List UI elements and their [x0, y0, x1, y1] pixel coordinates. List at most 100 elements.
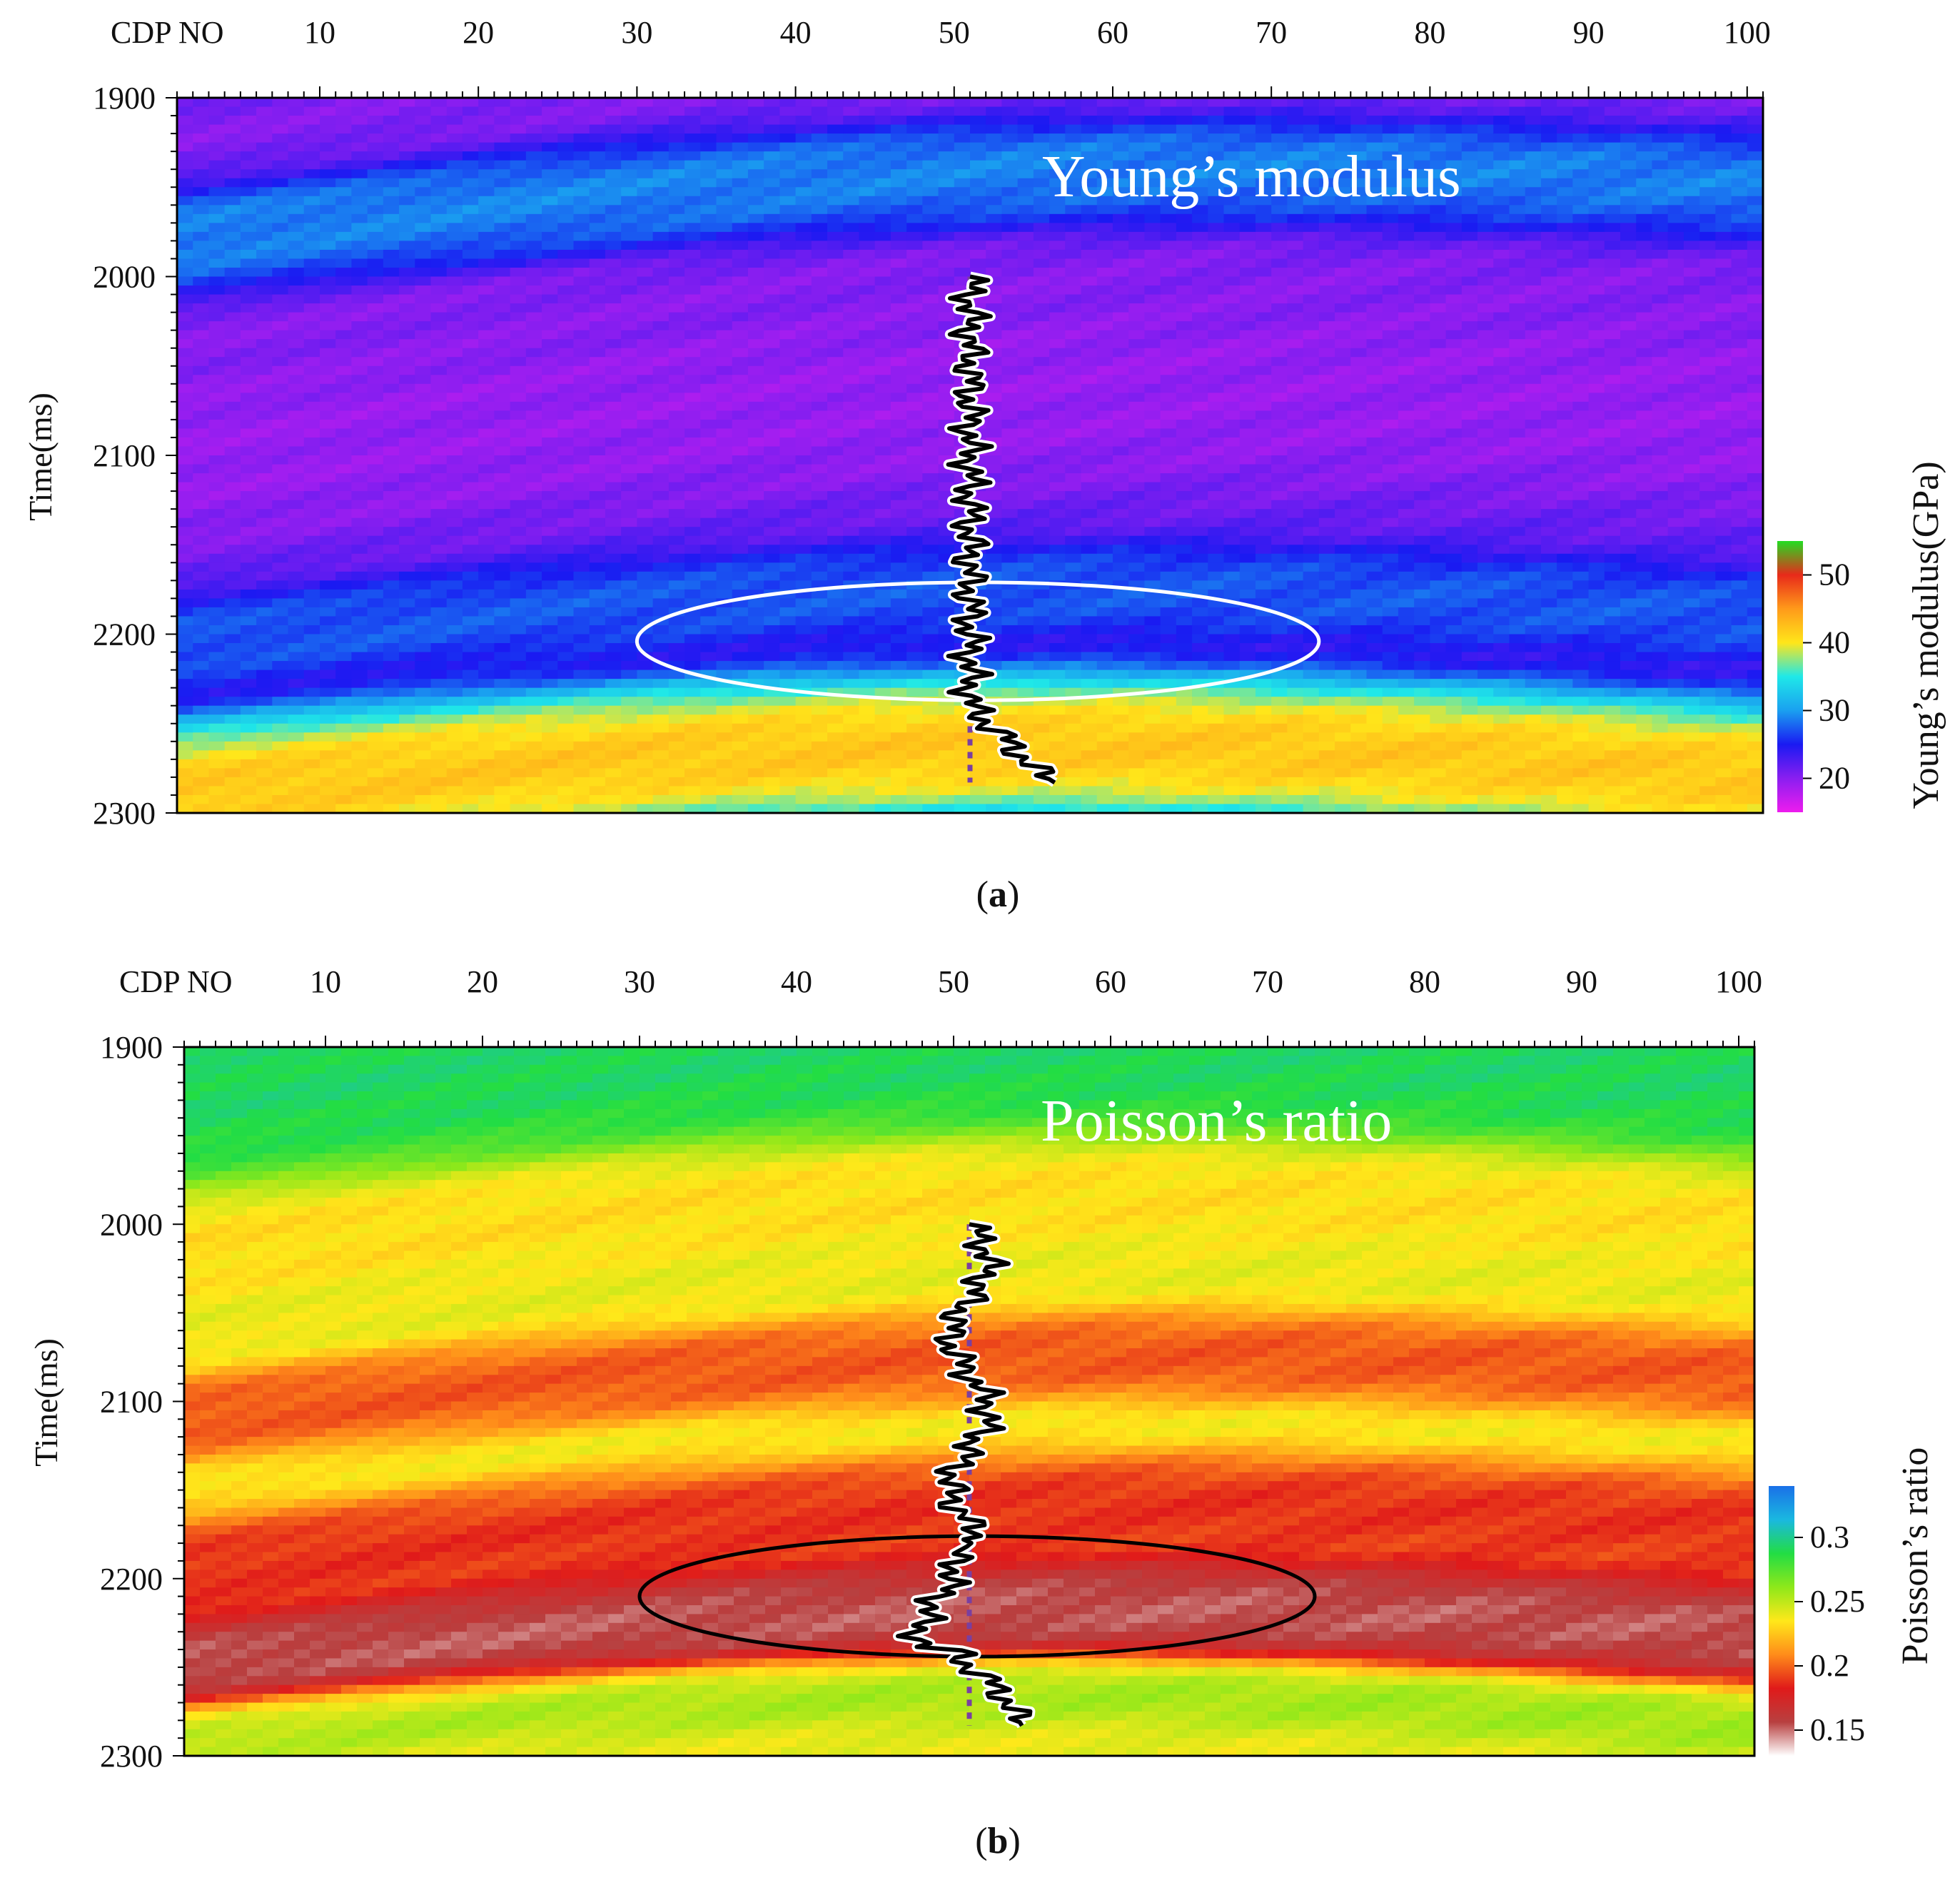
- heatmap-cell: [747, 294, 764, 304]
- heatmap-cell: [510, 365, 527, 375]
- heatmap-cell: [890, 365, 907, 375]
- heatmap-cell: [351, 723, 368, 733]
- heatmap-cell: [303, 303, 320, 313]
- heatmap-cell: [764, 714, 780, 724]
- heatmap-cell: [462, 589, 479, 600]
- heatmap-cell: [208, 759, 226, 769]
- heatmap-cell: [637, 607, 654, 617]
- heatmap-cell: [1017, 383, 1034, 393]
- heatmap-cell: [716, 509, 733, 519]
- heatmap-cell: [193, 348, 210, 358]
- heatmap-cell: [415, 804, 432, 813]
- heatmap-cell: [256, 258, 273, 268]
- heatmap-cell: [367, 616, 384, 626]
- heatmap-cell: [462, 339, 479, 349]
- heatmap-cell: [177, 393, 193, 403]
- heatmap-cell: [1017, 419, 1034, 430]
- heatmap-cell: [621, 804, 637, 813]
- heatmap-cell: [890, 133, 907, 143]
- heatmap-cell: [874, 794, 891, 805]
- heatmap-cell: [843, 267, 860, 278]
- heatmap-cell: [764, 464, 780, 474]
- heatmap-cell: [986, 491, 1003, 501]
- heatmap-cell: [557, 98, 575, 108]
- heatmap-cell: [525, 652, 542, 662]
- heatmap-cell: [1017, 178, 1034, 188]
- heatmap-cell: [446, 437, 463, 448]
- heatmap-cell: [1112, 697, 1129, 707]
- heatmap-cell: [383, 241, 400, 251]
- heatmap-cell: [779, 545, 797, 555]
- heatmap-cell: [1033, 786, 1050, 796]
- heatmap-cell: [795, 768, 812, 778]
- heatmap-cell: [335, 267, 353, 278]
- heatmap-cell: [525, 545, 542, 555]
- heatmap-cell: [272, 285, 289, 295]
- heatmap-cell: [685, 679, 701, 689]
- heatmap-cell: [621, 312, 637, 322]
- heatmap-cell: [922, 571, 939, 581]
- heatmap-cell: [430, 446, 448, 456]
- heatmap-cell: [462, 116, 479, 126]
- heatmap-cell: [795, 124, 812, 134]
- heatmap-cell: [478, 723, 495, 733]
- heatmap-cell: [177, 419, 193, 430]
- heatmap-cell: [288, 312, 305, 322]
- heatmap-cell: [446, 383, 463, 393]
- heatmap-cell: [843, 231, 860, 242]
- heatmap-cell: [890, 142, 907, 152]
- heatmap-cell: [208, 643, 226, 653]
- heatmap-cell: [874, 401, 891, 411]
- heatmap-cell: [208, 589, 226, 600]
- heatmap-cell: [874, 527, 891, 537]
- heatmap-cell: [779, 482, 797, 492]
- heatmap-cell: [779, 527, 797, 537]
- heatmap-cell: [843, 437, 860, 448]
- heatmap-cell: [906, 455, 923, 465]
- heatmap-cell: [462, 419, 479, 430]
- heatmap-cell: [288, 339, 305, 349]
- heatmap-cell: [430, 375, 448, 385]
- heatmap-cell: [177, 223, 193, 233]
- heatmap-cell: [494, 741, 511, 751]
- heatmap-cell: [573, 124, 590, 134]
- heatmap-cell: [637, 321, 654, 331]
- heatmap-cell: [415, 365, 432, 375]
- heatmap-cell: [716, 777, 733, 787]
- heatmap-cell: [335, 365, 353, 375]
- heatmap-cell: [1081, 124, 1098, 134]
- heatmap-cell: [399, 106, 415, 116]
- heatmap-cell: [652, 732, 670, 742]
- heatmap-cell: [589, 562, 606, 572]
- heatmap-cell: [335, 705, 353, 715]
- heatmap-cell: [415, 223, 432, 233]
- heatmap-cell: [827, 804, 844, 813]
- heatmap-cell: [795, 393, 812, 403]
- heatmap-cell: [510, 410, 527, 420]
- heatmap-cell: [589, 679, 606, 689]
- heatmap-cell: [1049, 669, 1066, 679]
- heatmap-cell: [764, 607, 780, 617]
- heatmap-cell: [351, 196, 368, 206]
- heatmap-cell: [1112, 231, 1129, 242]
- heatmap-cell: [193, 732, 210, 742]
- heatmap-cell: [415, 794, 432, 805]
- heatmap-cell: [542, 741, 558, 751]
- heatmap-cell: [494, 723, 511, 733]
- heatmap-cell: [446, 687, 463, 697]
- heatmap-cell: [319, 580, 336, 590]
- heatmap-cell: [446, 393, 463, 403]
- heatmap-cell: [1065, 652, 1082, 662]
- heatmap-cell: [478, 258, 495, 268]
- heatmap-cell: [351, 357, 368, 367]
- heatmap-cell: [1049, 339, 1066, 349]
- heatmap-cell: [843, 410, 860, 420]
- heatmap-cell: [1144, 249, 1161, 260]
- heatmap-cell: [224, 625, 241, 635]
- heatmap-cell: [1096, 491, 1113, 501]
- heatmap-cell: [589, 178, 606, 188]
- heatmap-cell: [557, 750, 575, 760]
- heatmap-cell: [462, 786, 479, 796]
- heatmap-cell: [652, 589, 670, 600]
- heatmap-cell: [1081, 679, 1098, 689]
